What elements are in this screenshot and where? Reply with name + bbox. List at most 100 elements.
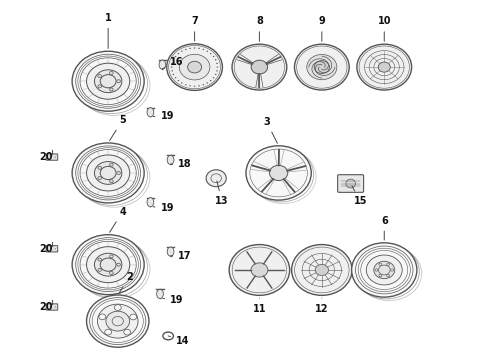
Ellipse shape (167, 44, 222, 90)
Ellipse shape (314, 61, 329, 73)
Ellipse shape (87, 155, 130, 191)
Text: 12: 12 (315, 298, 329, 314)
Ellipse shape (110, 88, 113, 91)
Ellipse shape (194, 86, 196, 87)
Ellipse shape (172, 59, 174, 60)
Ellipse shape (147, 198, 154, 207)
Ellipse shape (206, 170, 226, 187)
Text: 17: 17 (171, 251, 192, 261)
Text: 16: 16 (162, 57, 184, 69)
Ellipse shape (175, 56, 176, 57)
Text: 19: 19 (163, 295, 184, 305)
Ellipse shape (246, 146, 311, 200)
Ellipse shape (198, 48, 200, 49)
Ellipse shape (378, 62, 390, 72)
Ellipse shape (110, 163, 113, 166)
FancyBboxPatch shape (46, 304, 58, 310)
Ellipse shape (294, 44, 349, 90)
Ellipse shape (357, 44, 412, 90)
Text: 15: 15 (352, 186, 367, 206)
Ellipse shape (374, 261, 395, 279)
Text: 5: 5 (110, 115, 126, 141)
Text: 19: 19 (153, 112, 174, 121)
Ellipse shape (172, 70, 173, 72)
Ellipse shape (114, 305, 121, 310)
Ellipse shape (110, 71, 113, 75)
Ellipse shape (87, 63, 130, 99)
Ellipse shape (171, 67, 172, 68)
Ellipse shape (95, 253, 122, 276)
Text: 20: 20 (39, 152, 55, 162)
Ellipse shape (216, 63, 218, 64)
Ellipse shape (216, 70, 218, 72)
Ellipse shape (387, 274, 390, 277)
Ellipse shape (188, 61, 201, 73)
Ellipse shape (117, 171, 121, 175)
Ellipse shape (117, 263, 121, 266)
Ellipse shape (99, 314, 106, 320)
Text: 14: 14 (168, 336, 189, 346)
Text: 20: 20 (39, 302, 55, 312)
Ellipse shape (124, 329, 131, 335)
Ellipse shape (346, 179, 355, 188)
Ellipse shape (87, 247, 130, 283)
Text: 20: 20 (39, 244, 55, 254)
Ellipse shape (391, 269, 393, 271)
Ellipse shape (181, 51, 183, 52)
Ellipse shape (375, 269, 378, 271)
Ellipse shape (167, 247, 174, 256)
Ellipse shape (178, 53, 179, 54)
Ellipse shape (110, 180, 113, 183)
FancyBboxPatch shape (46, 154, 58, 160)
Ellipse shape (215, 74, 217, 75)
Ellipse shape (147, 108, 154, 117)
Ellipse shape (172, 63, 173, 64)
Ellipse shape (130, 314, 137, 320)
Ellipse shape (315, 264, 328, 275)
Ellipse shape (198, 85, 200, 86)
Ellipse shape (270, 165, 288, 181)
Ellipse shape (181, 82, 183, 84)
Ellipse shape (110, 255, 113, 258)
Ellipse shape (210, 53, 212, 54)
Text: 4: 4 (110, 207, 126, 232)
Ellipse shape (72, 235, 144, 294)
Text: 8: 8 (256, 16, 263, 41)
Ellipse shape (105, 329, 112, 335)
Ellipse shape (106, 311, 130, 331)
Ellipse shape (232, 44, 287, 90)
Ellipse shape (98, 304, 138, 338)
Ellipse shape (217, 67, 218, 68)
Ellipse shape (110, 271, 113, 274)
Ellipse shape (185, 49, 187, 50)
FancyBboxPatch shape (338, 175, 364, 192)
Ellipse shape (213, 77, 214, 78)
Ellipse shape (213, 56, 214, 57)
Ellipse shape (367, 255, 402, 285)
Text: 18: 18 (171, 159, 192, 169)
Ellipse shape (179, 54, 210, 80)
Ellipse shape (167, 155, 174, 165)
Ellipse shape (98, 75, 101, 78)
Text: 9: 9 (318, 16, 325, 41)
Text: 1: 1 (105, 13, 112, 49)
Ellipse shape (95, 162, 122, 184)
Ellipse shape (292, 244, 352, 295)
Ellipse shape (202, 84, 204, 85)
Text: 13: 13 (215, 181, 229, 206)
Ellipse shape (251, 263, 268, 277)
FancyBboxPatch shape (46, 246, 58, 252)
Ellipse shape (379, 274, 382, 277)
Ellipse shape (387, 263, 390, 266)
Ellipse shape (210, 80, 212, 81)
Ellipse shape (72, 143, 144, 203)
Ellipse shape (72, 51, 144, 111)
Ellipse shape (206, 51, 208, 52)
Ellipse shape (172, 74, 174, 75)
Ellipse shape (178, 80, 179, 81)
Text: 3: 3 (263, 117, 277, 143)
Ellipse shape (98, 176, 101, 180)
Ellipse shape (87, 295, 149, 347)
Ellipse shape (98, 85, 101, 88)
Ellipse shape (117, 80, 121, 83)
